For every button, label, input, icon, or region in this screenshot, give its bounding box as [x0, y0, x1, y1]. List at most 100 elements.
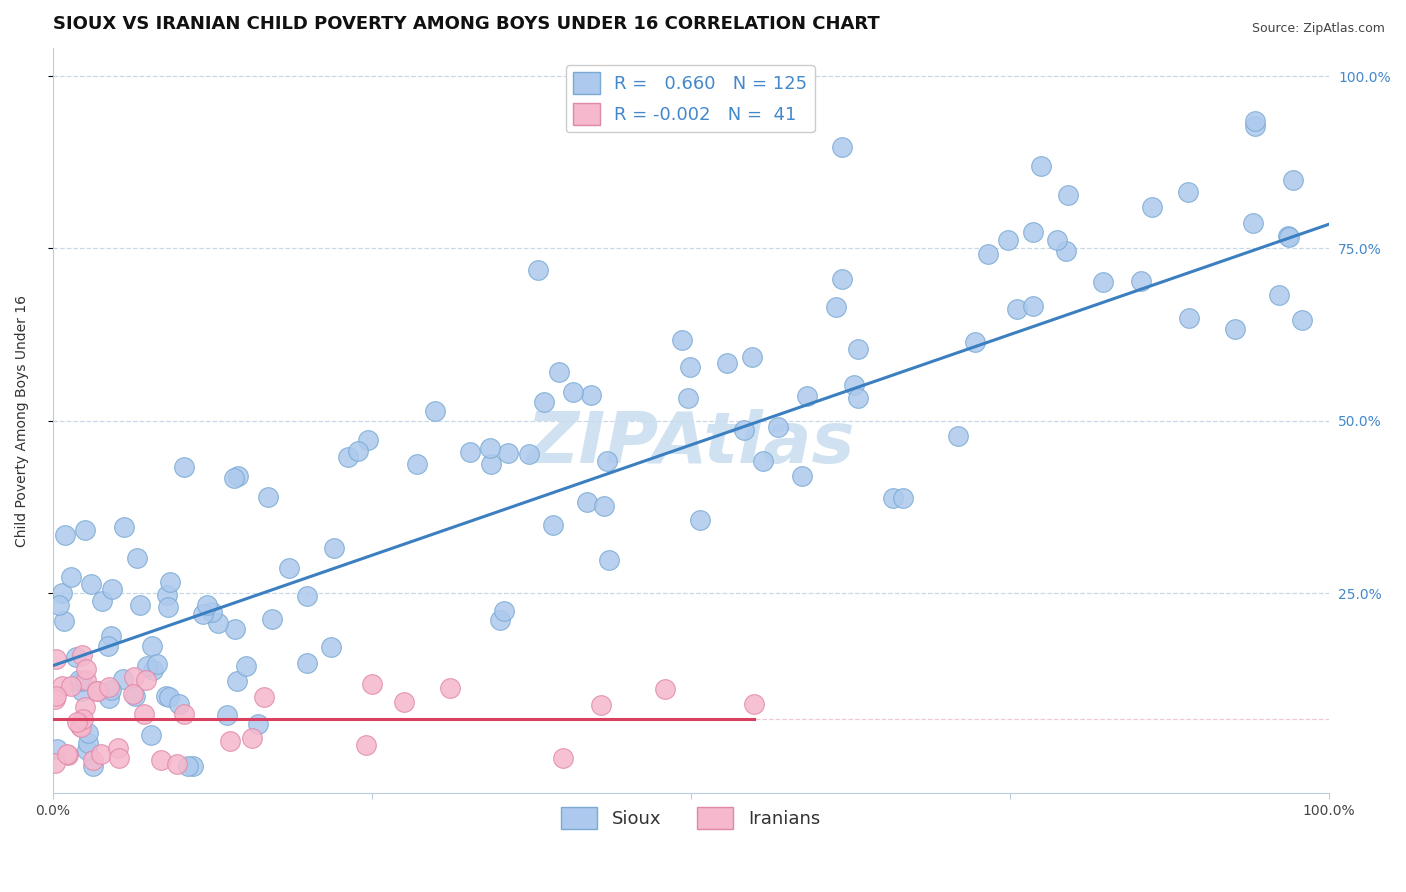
Point — [156, 599, 179, 614]
Point — [297, 656, 319, 670]
Point — [766, 420, 789, 434]
Point — [336, 450, 359, 464]
Point — [100, 682, 122, 697]
Point — [70, 648, 93, 663]
Point — [1244, 114, 1267, 128]
Point — [157, 690, 180, 705]
Point — [561, 385, 583, 400]
Point — [226, 673, 249, 688]
Point — [146, 657, 169, 672]
Point — [44, 756, 66, 771]
Point — [1022, 299, 1045, 313]
Point — [107, 741, 129, 756]
Point — [494, 604, 516, 618]
Point — [1031, 159, 1053, 173]
Point — [235, 659, 257, 673]
Point — [831, 272, 853, 286]
Point — [108, 751, 131, 765]
Point — [59, 679, 82, 693]
Point — [790, 468, 813, 483]
Point — [52, 615, 75, 629]
Point — [60, 569, 83, 583]
Point — [262, 612, 284, 626]
Point — [226, 468, 249, 483]
Point — [744, 697, 766, 711]
Point — [1244, 119, 1267, 133]
Point — [98, 680, 121, 694]
Point — [166, 757, 188, 772]
Point — [253, 690, 276, 704]
Point — [142, 663, 165, 677]
Point — [423, 404, 446, 418]
Point — [77, 726, 100, 740]
Point — [1129, 274, 1152, 288]
Point — [796, 389, 818, 403]
Point — [551, 751, 574, 765]
Point — [177, 758, 200, 772]
Point — [247, 716, 270, 731]
Point — [1054, 244, 1077, 259]
Point — [139, 728, 162, 742]
Point — [44, 692, 66, 706]
Point — [741, 351, 763, 365]
Point — [1282, 173, 1305, 187]
Point — [181, 758, 204, 772]
Point — [97, 690, 120, 705]
Point — [125, 551, 148, 566]
Point — [519, 447, 541, 461]
Point — [101, 582, 124, 597]
Point — [156, 588, 179, 602]
Point — [82, 753, 104, 767]
Point — [191, 607, 214, 622]
Point — [141, 639, 163, 653]
Point — [149, 753, 172, 767]
Point — [76, 736, 98, 750]
Point — [1268, 288, 1291, 302]
Point — [581, 388, 603, 402]
Point — [598, 552, 620, 566]
Point — [1091, 275, 1114, 289]
Point — [997, 233, 1019, 247]
Point — [72, 684, 94, 698]
Point — [295, 590, 318, 604]
Point — [51, 679, 73, 693]
Point — [733, 423, 755, 437]
Point — [45, 689, 67, 703]
Point — [45, 652, 67, 666]
Point — [80, 576, 103, 591]
Point — [676, 391, 699, 405]
Point — [1277, 229, 1299, 244]
Point — [946, 428, 969, 442]
Point — [831, 140, 853, 154]
Legend: Sioux, Iranians: Sioux, Iranians — [554, 800, 827, 837]
Point — [439, 681, 461, 695]
Point — [86, 683, 108, 698]
Point — [406, 457, 429, 471]
Point — [654, 681, 676, 696]
Point — [1046, 233, 1069, 247]
Point — [1022, 225, 1045, 239]
Point — [479, 442, 502, 456]
Point — [1007, 301, 1029, 316]
Point — [169, 697, 191, 711]
Point — [394, 695, 416, 709]
Text: SIOUX VS IRANIAN CHILD POVERTY AMONG BOYS UNDER 16 CORRELATION CHART: SIOUX VS IRANIAN CHILD POVERTY AMONG BOY… — [52, 15, 879, 33]
Point — [1177, 185, 1199, 199]
Point — [591, 698, 613, 713]
Point — [76, 743, 98, 757]
Point — [242, 731, 264, 745]
Point — [357, 433, 380, 447]
Point — [846, 391, 869, 405]
Point — [671, 333, 693, 347]
Y-axis label: Child Poverty Among Boys Under 16: Child Poverty Among Boys Under 16 — [15, 295, 30, 547]
Point — [977, 246, 1000, 260]
Point — [825, 300, 848, 314]
Point — [278, 561, 301, 575]
Point — [173, 460, 195, 475]
Point — [219, 734, 242, 748]
Point — [122, 671, 145, 685]
Point — [224, 622, 246, 636]
Point — [679, 359, 702, 374]
Point — [201, 605, 224, 619]
Point — [716, 356, 738, 370]
